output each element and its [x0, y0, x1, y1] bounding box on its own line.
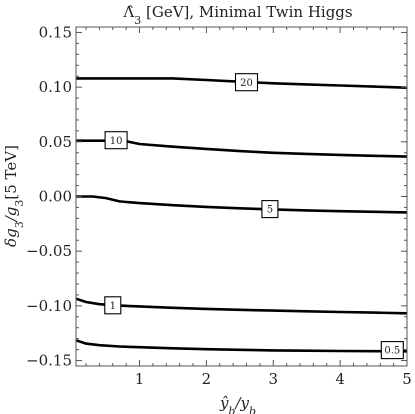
ylabel-scale: [5 TeV] — [2, 145, 20, 200]
ylabel-dg: δg — [2, 228, 20, 247]
x-tick-label: 2 — [202, 370, 212, 388]
contour-line-1 — [75, 297, 408, 315]
contour-label-text: 10 — [110, 136, 123, 147]
title-lambda: Λ̂ — [122, 3, 134, 21]
x-tick-label: 3 — [268, 370, 278, 388]
contour-label-text: 5 — [267, 205, 273, 216]
y-axis-title: δg3/g3[5 TeV] — [2, 145, 26, 247]
x-tick-label: 1 — [135, 370, 145, 388]
contour-label-5: 5 — [261, 200, 279, 219]
ylabel-slash-g: /g — [2, 207, 20, 224]
contour-label-text: 20 — [240, 78, 253, 89]
contour-label-1: 1 — [104, 296, 122, 315]
y-tick-label: 0.00 — [39, 188, 72, 206]
title-lambda-subscript: 3 — [134, 14, 141, 27]
ylabel-sub-1: 3 — [13, 221, 26, 228]
contour-line-0-5 — [75, 339, 408, 353]
contour-label-box — [234, 73, 259, 92]
title-rest: [GeV], Minimal Twin Higgs — [141, 3, 352, 21]
y-tick-label: 0.05 — [39, 133, 72, 151]
contour-label-box — [104, 131, 128, 150]
xlabel-slash-y: /y — [233, 394, 249, 412]
contour-label-text: 0.5 — [384, 346, 400, 357]
contour-label-box — [104, 296, 122, 315]
plot-area: 20 10 5 1 0.5 — [75, 73, 408, 360]
contour-label-10: 10 — [104, 131, 128, 150]
chart-title: Λ̂3 [GeV], Minimal Twin Higgs — [122, 3, 352, 27]
contour-line-5 — [76, 195, 408, 214]
contour-label-20: 20 — [234, 73, 259, 92]
x-axis-ticks: 1 2 3 4 5 — [85, 27, 412, 388]
y-axis-ticks: −0.15 −0.10 −0.05 0.00 0.05 0.10 0.15 — [26, 23, 407, 370]
contour-label-box — [261, 200, 279, 219]
contour-label-box — [380, 341, 404, 360]
x-axis-title: ŷb/yb — [219, 394, 256, 414]
y-tick-label: −0.10 — [26, 297, 72, 315]
xlabel-sub-1: b — [228, 405, 235, 414]
y-tick-label: 0.10 — [39, 78, 72, 96]
contour-lines — [75, 77, 408, 353]
y-tick-label: −0.05 — [26, 242, 72, 260]
contour-label-0-5: 0.5 — [380, 341, 404, 360]
x-tick-label: 5 — [402, 370, 412, 388]
y-tick-label: −0.15 — [26, 352, 72, 370]
xlabel-sub-2: b — [249, 405, 256, 414]
contour-labels: 20 10 5 1 0.5 — [104, 73, 404, 360]
contour-label-text: 1 — [110, 301, 116, 312]
ylabel-sub-2: 3 — [13, 200, 26, 207]
xlabel-yhat: ŷ — [219, 394, 229, 412]
y-tick-label: 0.15 — [39, 23, 72, 41]
x-tick-label: 4 — [335, 370, 345, 388]
